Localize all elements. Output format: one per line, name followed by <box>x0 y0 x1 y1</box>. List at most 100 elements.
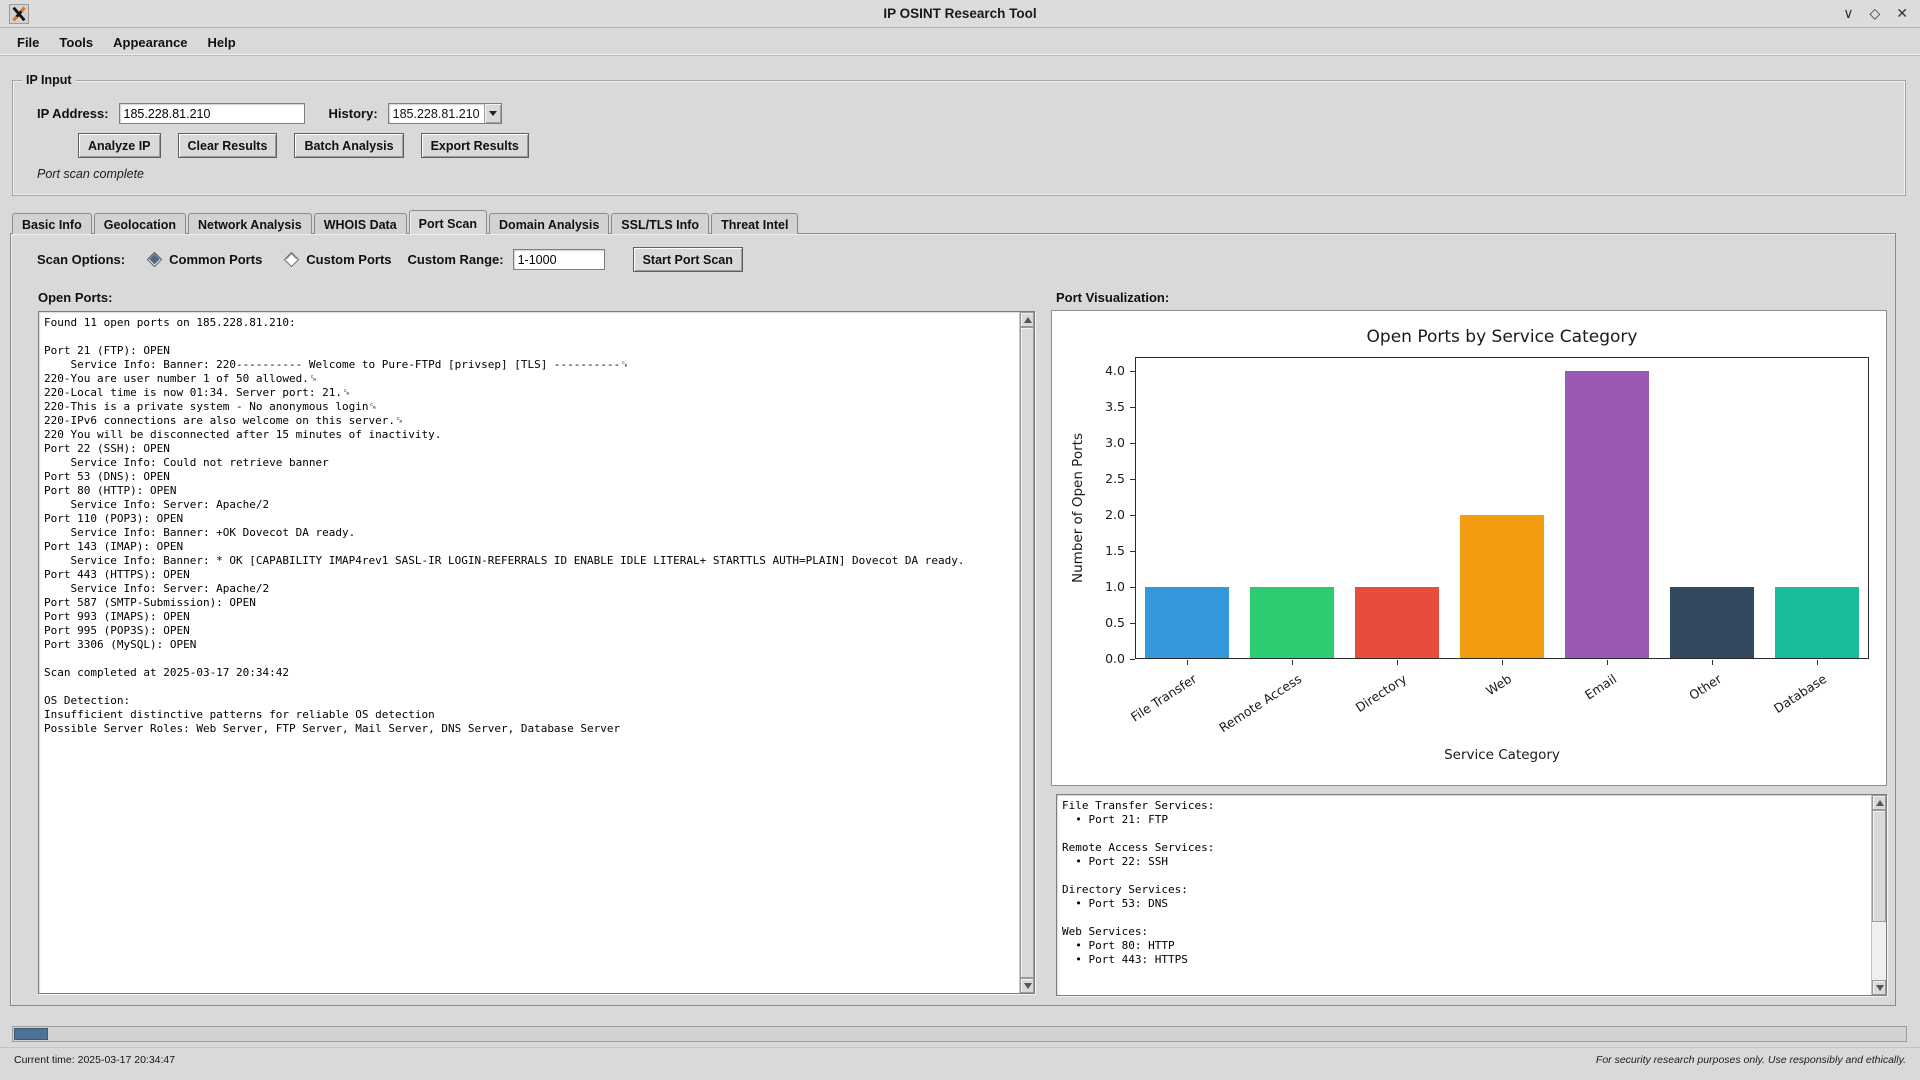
minimize-icon[interactable]: ∨ <box>1843 5 1854 21</box>
history-value: 185.228.81.210 <box>392 107 480 121</box>
analyze-ip-button[interactable]: Analyze IP <box>78 133 161 158</box>
chart-bar-file-transfer <box>1145 587 1230 658</box>
y-tick-mark <box>1130 515 1135 517</box>
radio-common-ports[interactable]: Common Ports <box>146 251 263 268</box>
y-tick-mark <box>1130 443 1135 445</box>
y-tick-mark <box>1130 371 1135 373</box>
chart-bar-other <box>1669 587 1754 658</box>
scrollbar-thumb[interactable] <box>1020 327 1034 978</box>
y-tick-mark <box>1130 623 1135 625</box>
export-results-button[interactable]: Export Results <box>420 133 529 158</box>
scan-options-label: Scan Options: <box>37 252 126 267</box>
service-categories-scrollbar[interactable] <box>1871 795 1886 995</box>
history-combobox[interactable]: 185.228.81.210 <box>387 103 502 124</box>
scroll-down-arrow-icon[interactable] <box>1020 978 1034 993</box>
start-port-scan-button[interactable]: Start Port Scan <box>632 247 743 272</box>
x-tick-label-email: Email <box>1581 671 1620 703</box>
ip-input-frame-label: IP Input <box>22 73 76 87</box>
window-title: IP OSINT Research Tool <box>883 6 1037 21</box>
radio-diamond-icon <box>146 251 163 268</box>
y-tick-mark <box>1130 659 1135 660</box>
tab-basic-info[interactable]: Basic Info <box>12 213 92 234</box>
scroll-up-arrow-icon[interactable] <box>1872 795 1886 810</box>
service-categories-textarea[interactable]: File Transfer Services: • Port 21: FTP R… <box>1056 794 1887 996</box>
y-tick-label: 0.5 <box>1105 615 1125 631</box>
menu-tools[interactable]: Tools <box>59 34 94 50</box>
y-tick-label: 1.0 <box>1105 579 1125 595</box>
current-time-text: Current time: 2025-03-17 20:34:47 <box>14 1054 176 1066</box>
progress-bar <box>12 1026 1907 1042</box>
port-visualization-chart: Open Ports by Service Category 0.0 0.5 1.0 1… <box>1051 310 1887 786</box>
progress-bar-chunk <box>14 1028 49 1040</box>
custom-range-label: Custom Range: <box>407 252 504 267</box>
scroll-up-arrow-icon[interactable] <box>1020 312 1034 327</box>
combobox-dropdown-arrow-icon[interactable] <box>483 104 501 123</box>
tab-port-scan[interactable]: Port Scan <box>408 210 488 234</box>
radio-common-ports-label: Common Ports <box>169 252 263 267</box>
y-tick-label: 2.0 <box>1105 507 1125 523</box>
x-tick-label-web: Web <box>1483 671 1515 699</box>
batch-analysis-button[interactable]: Batch Analysis <box>294 133 404 158</box>
radio-custom-ports-label: Custom Ports <box>306 252 392 267</box>
menu-help[interactable]: Help <box>207 34 236 50</box>
tab-whois-data[interactable]: WHOIS Data <box>313 213 407 234</box>
y-tick-label: 3.5 <box>1105 399 1125 415</box>
maximize-icon[interactable]: ◇ <box>1869 5 1881 21</box>
menu-file[interactable]: File <box>17 34 40 50</box>
x-tick-label-file-transfer: File Transfer <box>1128 671 1200 725</box>
open-ports-scrollbar[interactable] <box>1019 312 1034 993</box>
y-axis-label: Number of Open Ports <box>1070 433 1086 583</box>
y-tick-mark <box>1130 479 1135 481</box>
menu-bar: File Tools Appearance Help <box>0 29 1920 56</box>
x-tick-mark <box>1606 660 1608 665</box>
tab-geolocation[interactable]: Geolocation <box>93 213 186 234</box>
chart-plot-box <box>1135 357 1869 659</box>
radio-diamond-icon <box>284 251 300 268</box>
tab-domain-analysis[interactable]: Domain Analysis <box>489 213 610 234</box>
y-tick-label: 4.0 <box>1105 363 1125 379</box>
x-tick-label-other: Other <box>1685 671 1724 703</box>
tab-threat-intel[interactable]: Threat Intel <box>711 213 799 234</box>
tab-ssl-tls-info[interactable]: SSL/TLS Info <box>611 213 710 234</box>
ip-address-input[interactable] <box>118 103 305 124</box>
footer-divider <box>0 1047 1920 1048</box>
service-categories-text: File Transfer Services: • Port 21: FTP R… <box>1062 799 1215 966</box>
x-tick-mark <box>1502 660 1503 665</box>
radio-custom-ports[interactable]: Custom Ports <box>284 251 392 268</box>
x-tick-mark <box>1397 660 1399 665</box>
x-tick-mark <box>1816 660 1818 665</box>
open-ports-textarea[interactable]: Found 11 open ports on 185.228.81.210: P… <box>38 311 1035 994</box>
x-axis-label: Service Category <box>1444 747 1560 763</box>
app-icon <box>9 4 29 24</box>
disclaimer-text: For security research purposes only. Use… <box>1595 1054 1906 1066</box>
chart-bar-email <box>1564 371 1649 658</box>
analysis-status-text: Port scan complete <box>37 167 144 181</box>
tab-network-analysis[interactable]: Network Analysis <box>187 213 312 234</box>
chart-bar-database <box>1774 587 1859 658</box>
close-icon[interactable]: ✕ <box>1896 5 1908 21</box>
title-bar: IP OSINT Research Tool ∨ ◇ ✕ <box>0 0 1920 28</box>
history-label: History: <box>328 106 378 121</box>
port-visualization-label: Port Visualization: <box>1056 290 1170 305</box>
y-tick-label: 0.0 <box>1105 651 1125 666</box>
y-tick-label: 3.0 <box>1105 435 1125 451</box>
y-tick-mark <box>1130 551 1135 553</box>
x-tick-mark <box>1711 660 1713 665</box>
x-tick-label-directory: Directory <box>1352 671 1410 715</box>
y-tick-mark <box>1130 407 1135 409</box>
clear-results-button[interactable]: Clear Results <box>177 133 278 158</box>
scroll-down-arrow-icon[interactable] <box>1872 980 1886 995</box>
ip-input-frame: IP Input IP Address: History: 185.228.81… <box>12 73 1906 196</box>
menu-appearance[interactable]: Appearance <box>113 34 188 50</box>
custom-range-input[interactable] <box>512 249 605 270</box>
y-tick-mark <box>1130 587 1135 589</box>
ip-address-label: IP Address: <box>37 106 109 121</box>
x-tick-label-database: Database <box>1770 671 1829 717</box>
open-ports-results-text: Found 11 open ports on 185.228.81.210: P… <box>44 316 965 735</box>
chart-bar-remote-access <box>1250 587 1335 658</box>
x-tick-mark <box>1292 660 1294 665</box>
x-tick-mark <box>1187 660 1189 665</box>
scrollbar-thumb[interactable] <box>1872 810 1886 922</box>
notebook-tabs: Basic Info Geolocation Network Analysis WHO… <box>12 210 800 234</box>
chart-bar-web <box>1460 515 1544 658</box>
